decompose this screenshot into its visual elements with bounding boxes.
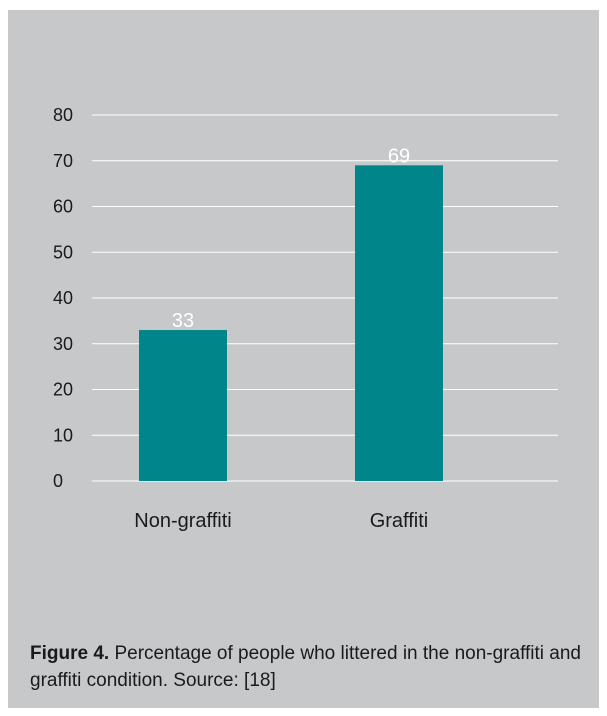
y-tick-label: 70 — [53, 151, 73, 171]
figure-panel — [8, 10, 599, 708]
x-tick-label: Non-graffiti — [134, 510, 231, 532]
data-label: 33 — [172, 310, 194, 332]
y-tick-label: 80 — [53, 105, 73, 125]
y-tick-label: 30 — [53, 334, 73, 354]
y-tick-label: 10 — [53, 425, 73, 445]
figure-caption: Figure 4. Percentage of people who litte… — [30, 640, 590, 694]
data-label: 69 — [388, 145, 410, 167]
y-tick-label: 60 — [53, 197, 73, 217]
bar — [139, 330, 227, 481]
y-tick-label: 40 — [53, 288, 73, 308]
y-tick-label: 0 — [53, 471, 63, 491]
y-tick-label: 50 — [53, 242, 73, 262]
caption-title: Figure 4. — [30, 643, 110, 664]
y-tick-label: 20 — [53, 380, 73, 400]
caption-text: Percentage of people who littered in the… — [30, 643, 581, 691]
x-tick-label: Graffiti — [370, 510, 429, 532]
bar — [355, 165, 443, 481]
